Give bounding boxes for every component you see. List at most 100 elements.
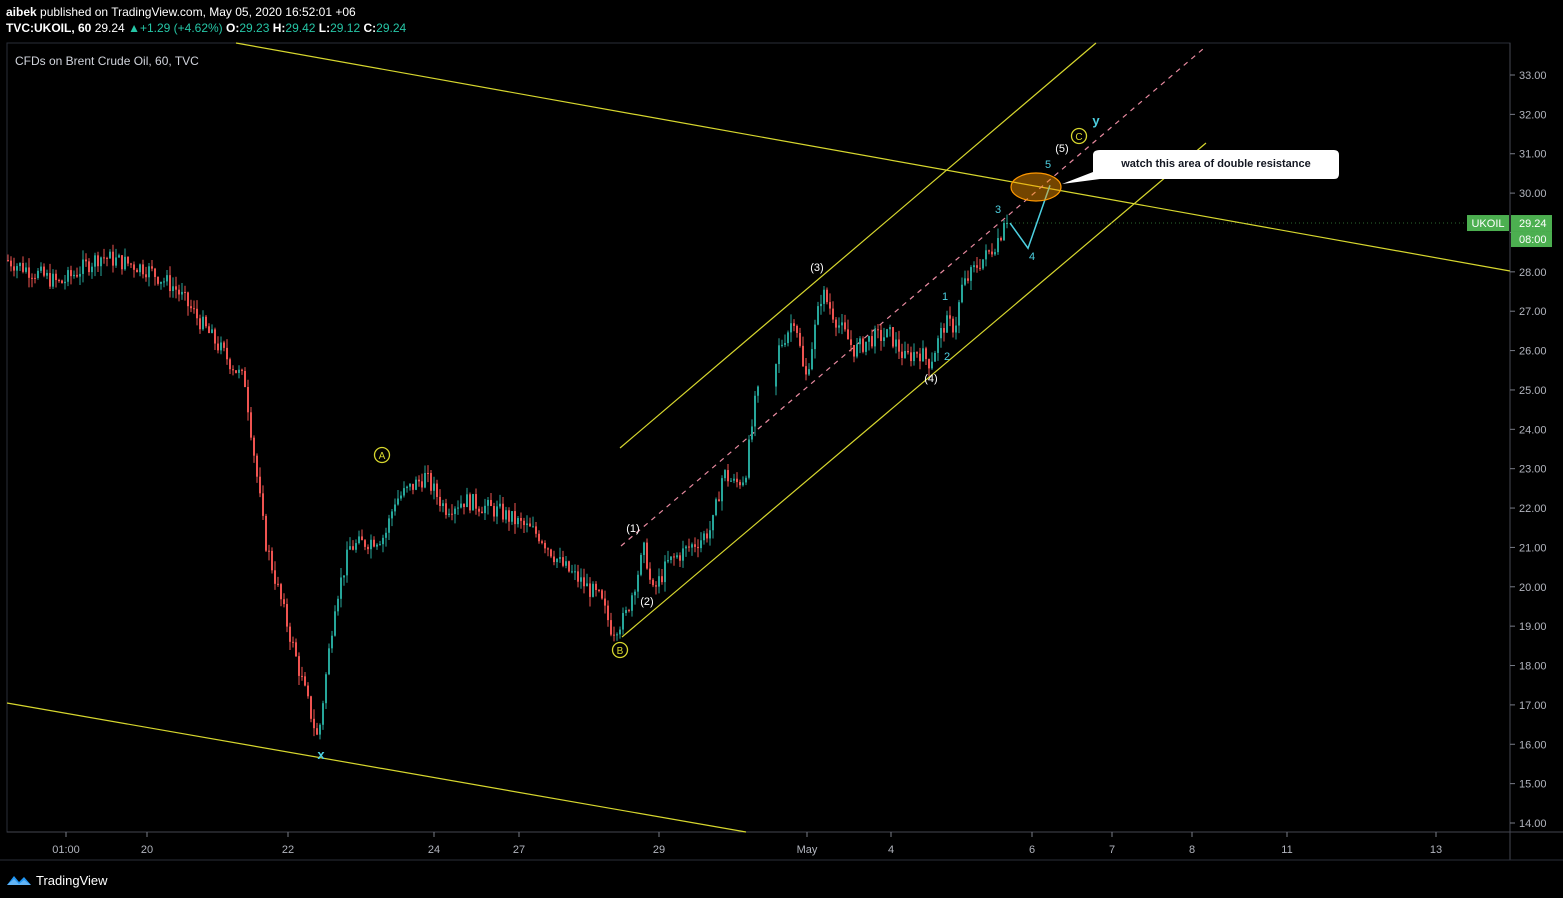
candle-body <box>679 555 681 561</box>
candle-body <box>580 577 582 582</box>
candle-body <box>148 266 150 278</box>
candle-body <box>424 472 426 488</box>
candle-body <box>466 494 468 508</box>
candle-body <box>418 479 420 482</box>
channel-lower-line <box>621 142 1207 638</box>
candle-body <box>268 550 270 552</box>
candle-body <box>22 263 24 272</box>
candle-body <box>589 583 591 597</box>
candle-body <box>151 266 153 269</box>
candle-body <box>934 352 936 362</box>
candle-body <box>217 343 219 351</box>
candle-body <box>526 523 528 526</box>
candle-body <box>535 526 537 534</box>
candle-body <box>910 352 912 362</box>
candle-body <box>412 483 414 490</box>
candle-body <box>91 266 93 273</box>
x-tick-label: 11 <box>1281 844 1292 856</box>
candle-body <box>229 359 231 370</box>
candle-body <box>67 270 69 282</box>
countdown-box <box>1511 231 1552 248</box>
candle-body <box>880 329 882 341</box>
candle-body <box>742 482 744 486</box>
candle-body <box>436 483 438 497</box>
candle-body <box>718 499 720 502</box>
candle-body <box>943 328 945 333</box>
candle-body <box>115 257 117 266</box>
candle-body <box>427 472 429 474</box>
wave-label: 5 <box>1045 159 1051 171</box>
channel-upper-line <box>619 42 1097 449</box>
author-name[interactable]: aibek <box>6 5 37 19</box>
candle-body <box>358 536 360 544</box>
candle-body <box>16 266 18 271</box>
x-tick-label: 6 <box>1029 844 1035 856</box>
candle-body <box>178 289 180 295</box>
candle-body <box>109 251 111 259</box>
wave-label: 3 <box>995 204 1001 216</box>
candle-body <box>730 480 732 482</box>
candle-body <box>697 546 699 549</box>
candle-body <box>817 306 819 325</box>
candle-body <box>58 280 60 282</box>
candle-body <box>784 343 786 345</box>
candle-body <box>565 561 567 566</box>
candle-body <box>241 369 243 371</box>
candle-body <box>778 345 780 365</box>
candle-body <box>475 494 477 509</box>
candle-body <box>448 513 450 515</box>
wave-label: B <box>617 646 624 657</box>
candle-body <box>187 292 189 307</box>
candle-body <box>724 470 726 479</box>
candle-body <box>145 274 147 278</box>
candle-body <box>721 478 723 502</box>
candle-body <box>898 339 900 352</box>
x-tick-label: 22 <box>282 844 294 856</box>
candle-body <box>577 571 579 582</box>
close-value: 29.24 <box>376 21 407 35</box>
candle-body <box>676 555 678 558</box>
wave-label: C <box>1075 132 1082 143</box>
candle-body <box>226 347 228 360</box>
candle-body <box>376 544 378 547</box>
x-tick-label: 24 <box>428 844 440 856</box>
candle-body <box>112 251 114 266</box>
candle-body <box>601 590 603 599</box>
candle-body <box>13 266 15 271</box>
candle-body <box>886 329 888 338</box>
candle-body <box>160 281 162 284</box>
up-arrow-icon: ▲ <box>128 21 140 35</box>
candle-body <box>253 437 255 456</box>
candle-body <box>373 539 375 547</box>
candle-body <box>7 260 9 262</box>
candle-body <box>208 326 210 333</box>
candle-body <box>925 348 927 360</box>
candle-body <box>634 591 636 596</box>
candle-body <box>136 269 138 273</box>
candle-body <box>316 728 318 735</box>
candle-body <box>649 568 651 580</box>
y-tick-label: 21.00 <box>1519 542 1547 554</box>
candle-body <box>829 302 831 309</box>
footer-brand[interactable]: TradingView <box>6 869 108 891</box>
candle-body <box>862 338 864 352</box>
candle-body <box>487 499 489 506</box>
candle-body <box>100 257 102 267</box>
candle-body <box>841 322 843 326</box>
low-label: L: <box>318 21 331 35</box>
candle-body <box>616 634 618 636</box>
candle-body <box>907 351 909 353</box>
candle-body <box>733 478 735 481</box>
candle-body <box>802 345 804 367</box>
candle-body <box>121 255 123 270</box>
candle-body <box>511 511 513 522</box>
candle-body <box>430 473 432 491</box>
wave-label-circle <box>611 641 629 659</box>
candle-body <box>673 556 675 558</box>
high-value: 29.42 <box>285 21 316 35</box>
wave-label-circle <box>373 446 391 464</box>
candle-body <box>445 503 447 515</box>
x-tick-label: 27 <box>513 844 525 856</box>
candle-body <box>79 273 81 277</box>
